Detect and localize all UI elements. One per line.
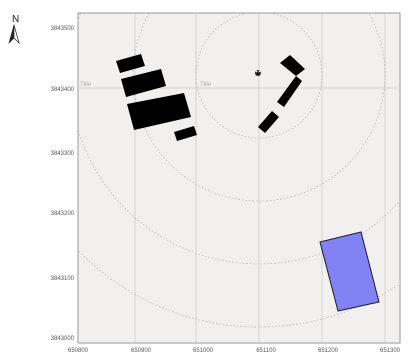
- x-tick: 650800: [68, 348, 89, 354]
- grid-label-left: Title: [80, 82, 92, 88]
- buildings: [116, 54, 305, 141]
- y-tick: 3843500: [51, 26, 75, 32]
- building: [277, 76, 302, 107]
- x-tick: 651100: [256, 348, 276, 354]
- range-rings: [78, 13, 400, 328]
- north-label: N: [12, 14, 19, 25]
- y-tick: 3843000: [51, 336, 75, 342]
- pin-icon[interactable]: [255, 70, 261, 76]
- x-tick: 651200: [318, 348, 339, 354]
- x-tick: 650900: [131, 348, 152, 354]
- building: [116, 54, 145, 73]
- x-tick: 651000: [193, 348, 214, 354]
- y-tick: 3843400: [51, 87, 75, 93]
- building: [280, 55, 305, 76]
- parcel-polygon[interactable]: [319, 231, 380, 312]
- building: [174, 126, 197, 141]
- x-axis-ticks: 650800 650900 651000 651100 651200 65130…: [68, 348, 401, 354]
- y-tick: 3843300: [51, 151, 75, 157]
- building: [121, 69, 166, 97]
- x-tick: 651300: [380, 348, 401, 354]
- north-arrow-icon: N: [8, 14, 20, 45]
- grid-label-center: Title: [200, 82, 212, 88]
- y-axis-ticks: 3843500 3843400 3843300 3843200 3843100 …: [51, 26, 75, 342]
- y-tick: 3843200: [51, 211, 75, 217]
- y-tick: 3843100: [51, 276, 75, 282]
- building: [258, 111, 279, 133]
- building: [127, 93, 191, 130]
